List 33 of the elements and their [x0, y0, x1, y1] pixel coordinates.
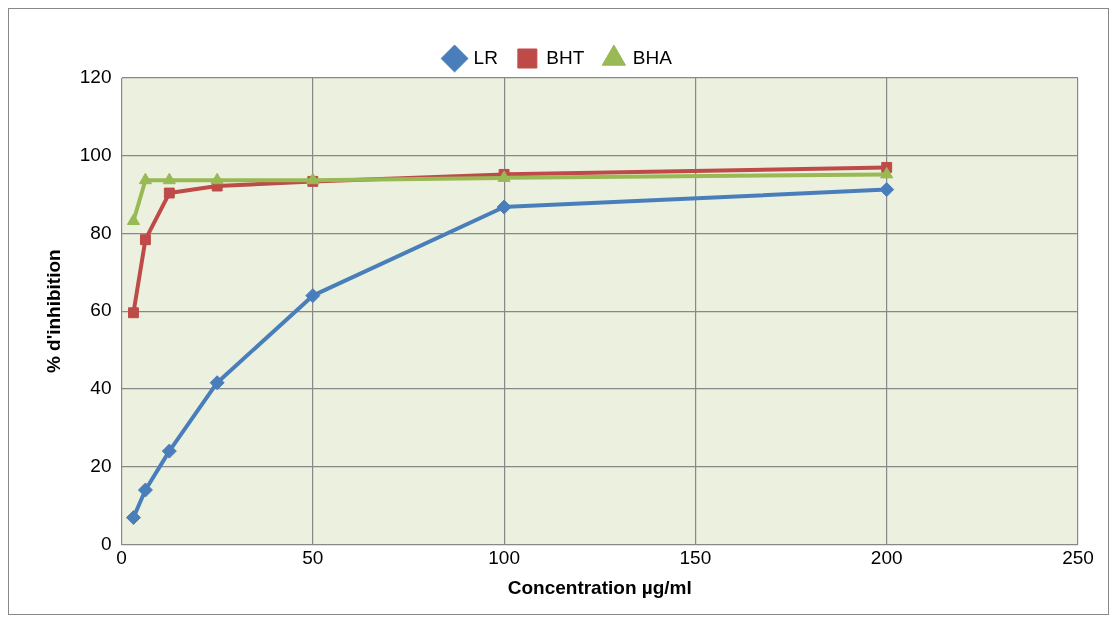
- legend-label: LR: [473, 46, 498, 68]
- point: [161, 443, 177, 459]
- y-tick-label: 20: [90, 454, 112, 476]
- point: [125, 510, 141, 526]
- point: [128, 307, 139, 319]
- point: [162, 172, 176, 185]
- x-tick-label: 250: [1062, 547, 1094, 569]
- x-tick-label: 200: [870, 547, 903, 569]
- point: [126, 213, 141, 226]
- y-tick-label: 80: [90, 221, 112, 243]
- legend-label: BHA: [632, 46, 673, 68]
- y-tick-label: 100: [79, 143, 112, 165]
- y-tick-label: 40: [90, 377, 112, 399]
- y-axis-title: % d'inhibition: [42, 249, 64, 374]
- x-tick-label: 50: [302, 547, 324, 569]
- y-tick-label: 60: [90, 299, 112, 321]
- x-axis-title: Concentration µg/ml: [507, 576, 692, 598]
- y-tick-label: 0: [100, 532, 112, 554]
- point: [496, 199, 512, 215]
- legend-label: BHT: [546, 46, 585, 68]
- point: [879, 182, 895, 198]
- point: [209, 375, 225, 391]
- x-tick-label: 100: [488, 547, 520, 569]
- point: [138, 172, 152, 185]
- point: [139, 234, 151, 246]
- point: [880, 166, 894, 179]
- x-tick-label: 0: [116, 547, 127, 569]
- point: [137, 482, 153, 498]
- point: [210, 172, 224, 185]
- point: [305, 288, 321, 304]
- y-tick-label: 120: [79, 66, 112, 88]
- point: [163, 187, 175, 199]
- x-tick-label: 150: [679, 547, 712, 569]
